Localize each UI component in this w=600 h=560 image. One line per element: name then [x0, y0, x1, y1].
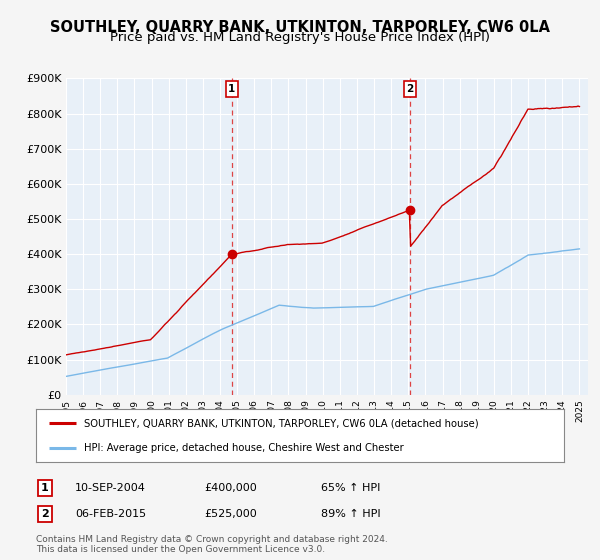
Text: 1: 1: [228, 84, 235, 94]
Text: 06-FEB-2015: 06-FEB-2015: [75, 509, 146, 519]
Text: Price paid vs. HM Land Registry's House Price Index (HPI): Price paid vs. HM Land Registry's House …: [110, 31, 490, 44]
Text: 65% ↑ HPI: 65% ↑ HPI: [321, 483, 380, 493]
Text: £525,000: £525,000: [204, 509, 257, 519]
Text: 2: 2: [406, 84, 413, 94]
Text: SOUTHLEY, QUARRY BANK, UTKINTON, TARPORLEY, CW6 0LA: SOUTHLEY, QUARRY BANK, UTKINTON, TARPORL…: [50, 20, 550, 35]
Text: 89% ↑ HPI: 89% ↑ HPI: [321, 509, 380, 519]
Text: This data is licensed under the Open Government Licence v3.0.: This data is licensed under the Open Gov…: [36, 544, 325, 554]
Text: SOUTHLEY, QUARRY BANK, UTKINTON, TARPORLEY, CW6 0LA (detached house): SOUTHLEY, QUARRY BANK, UTKINTON, TARPORL…: [83, 418, 478, 428]
Text: HPI: Average price, detached house, Cheshire West and Chester: HPI: Average price, detached house, Ches…: [83, 442, 403, 452]
Text: 2: 2: [41, 509, 49, 519]
Text: 10-SEP-2004: 10-SEP-2004: [75, 483, 146, 493]
Text: Contains HM Land Registry data © Crown copyright and database right 2024.: Contains HM Land Registry data © Crown c…: [36, 534, 388, 544]
Text: £400,000: £400,000: [204, 483, 257, 493]
Text: 1: 1: [41, 483, 49, 493]
